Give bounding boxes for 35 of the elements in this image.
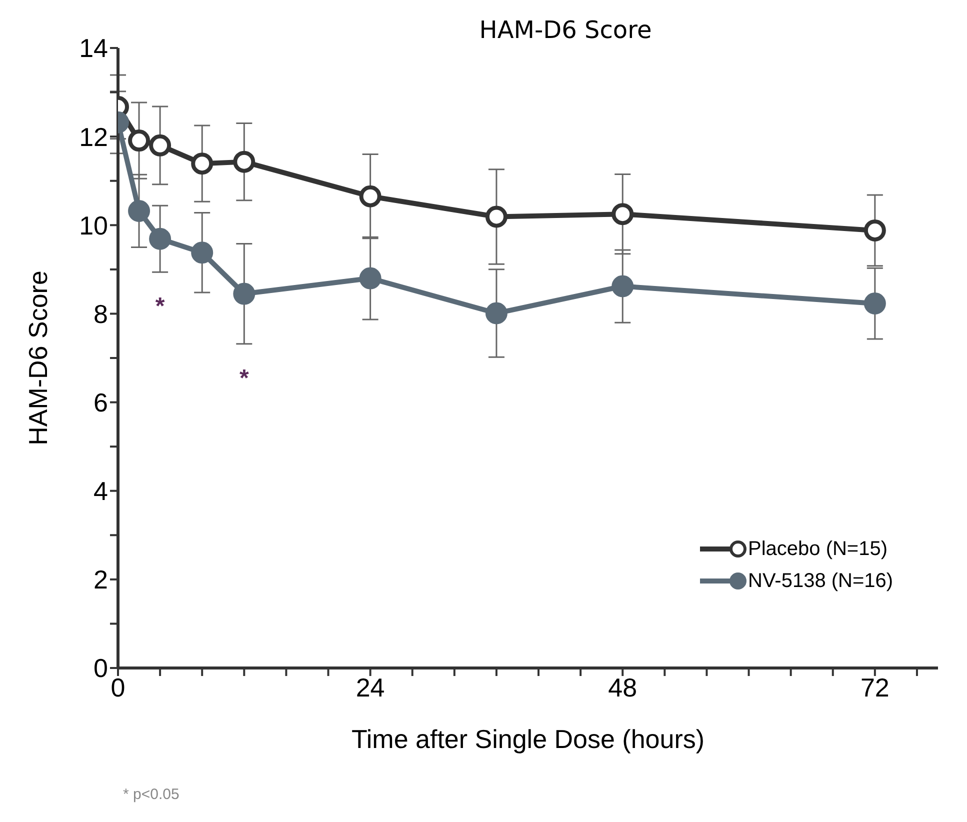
point bbox=[128, 200, 150, 222]
x-tick-label: 24 bbox=[356, 672, 385, 702]
legend-label: Placebo (N=15) bbox=[748, 538, 888, 560]
point bbox=[233, 282, 256, 305]
point bbox=[485, 302, 508, 324]
y-tick-label: 10 bbox=[79, 210, 108, 240]
x-tick-label: 48 bbox=[608, 672, 638, 702]
y-tick-label: 12 bbox=[79, 122, 108, 152]
point bbox=[191, 152, 214, 175]
point bbox=[864, 292, 886, 315]
annotation: * bbox=[239, 364, 250, 392]
y-tick-label: 14 bbox=[79, 33, 108, 64]
point bbox=[864, 219, 886, 242]
point bbox=[612, 275, 634, 298]
y-tick-label: 8 bbox=[94, 298, 108, 329]
text: * p<0.05 bbox=[123, 786, 180, 803]
y-axis-title: HAM-D6 Score bbox=[23, 270, 54, 446]
y-tick-label: 4 bbox=[94, 476, 108, 506]
x-tick-label: 72 bbox=[860, 672, 890, 702]
point bbox=[149, 228, 172, 250]
annotation: * bbox=[155, 293, 166, 320]
x-axis-title: Time after Single Dose (hours) bbox=[351, 724, 705, 754]
y-tick-label: 2 bbox=[94, 564, 108, 595]
point bbox=[612, 203, 634, 226]
point bbox=[485, 206, 508, 228]
point bbox=[191, 242, 214, 264]
point bbox=[128, 130, 150, 152]
point bbox=[359, 185, 382, 208]
point bbox=[233, 150, 256, 173]
point bbox=[359, 267, 382, 290]
chart-title: HAM-D6 Score bbox=[479, 16, 652, 44]
point bbox=[149, 134, 172, 156]
y-tick-label: 6 bbox=[94, 388, 108, 418]
y-tick-label: 0 bbox=[94, 653, 108, 684]
legend-label: NV-5138 (N=16) bbox=[748, 570, 894, 592]
